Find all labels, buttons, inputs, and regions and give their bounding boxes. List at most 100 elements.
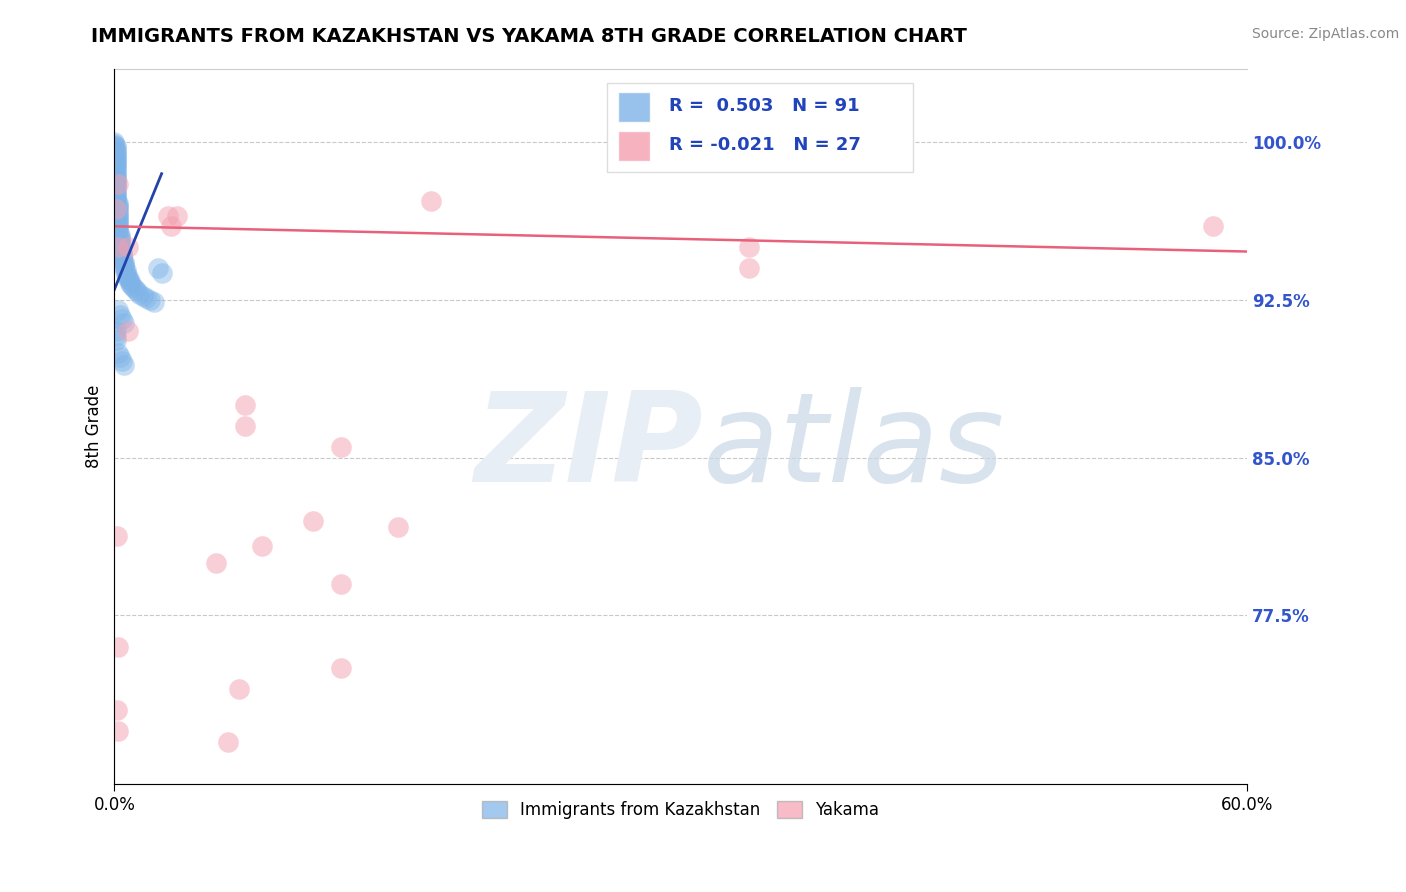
Point [107, 207, 129, 221]
Point [301, 514, 323, 528]
Point [117, 269, 139, 284]
Point [111, 251, 134, 265]
Point [108, 227, 131, 242]
Point [108, 238, 131, 252]
Point [108, 308, 131, 322]
Point [150, 266, 173, 280]
Point [105, 328, 128, 343]
Point [105, 169, 128, 183]
Point [107, 226, 129, 240]
Point [737, 240, 759, 254]
Point [108, 243, 131, 257]
Point [128, 286, 150, 301]
Point [132, 289, 155, 303]
Point [105, 145, 128, 160]
Point [104, 202, 127, 217]
Point [105, 333, 128, 347]
Point [387, 520, 409, 534]
Point [146, 261, 169, 276]
Point [111, 249, 134, 263]
Text: R = -0.021   N = 27: R = -0.021 N = 27 [669, 136, 862, 154]
Point [107, 223, 129, 237]
Point [737, 261, 759, 276]
Point [420, 194, 443, 208]
Point [233, 419, 256, 434]
Point [105, 325, 128, 339]
Point [105, 152, 128, 166]
Point [114, 263, 136, 277]
Text: ZIP: ZIP [474, 387, 703, 508]
Point [105, 173, 128, 187]
Point [124, 282, 146, 296]
Point [108, 350, 131, 364]
Point [105, 184, 128, 198]
Point [107, 202, 129, 217]
Point [105, 170, 128, 185]
Point [105, 179, 128, 194]
Point [112, 316, 135, 330]
Point [114, 268, 136, 282]
Legend: Immigrants from Kazakhstan, Yakama: Immigrants from Kazakhstan, Yakama [475, 794, 886, 825]
Point [111, 244, 134, 259]
Point [107, 200, 129, 214]
Point [105, 192, 128, 206]
Point [117, 272, 139, 286]
Point [105, 139, 128, 153]
Point [160, 219, 183, 234]
Text: Source: ZipAtlas.com: Source: ZipAtlas.com [1251, 27, 1399, 41]
Point [122, 280, 145, 294]
Point [108, 232, 131, 246]
Point [107, 213, 129, 227]
Point [107, 219, 129, 234]
Point [107, 178, 129, 192]
Point [105, 158, 128, 172]
Point [107, 345, 129, 359]
Point [135, 291, 157, 305]
Point [118, 276, 141, 290]
Point [108, 234, 131, 248]
Point [233, 398, 256, 412]
Point [105, 154, 128, 169]
Point [105, 175, 128, 189]
Point [108, 240, 131, 254]
Point [105, 178, 128, 192]
Point [107, 221, 129, 235]
Point [105, 703, 128, 717]
Point [1202, 219, 1225, 234]
Point [105, 194, 128, 208]
Point [217, 734, 239, 748]
Point [105, 181, 128, 195]
Point [228, 682, 250, 697]
Point [143, 295, 166, 310]
Point [111, 246, 134, 260]
Point [103, 139, 125, 153]
Point [112, 255, 135, 269]
Y-axis label: 8th Grade: 8th Grade [86, 384, 103, 467]
Point [107, 204, 129, 219]
Point [107, 209, 129, 223]
Point [103, 135, 125, 149]
Text: IMMIGRANTS FROM KAZAKHSTAN VS YAKAMA 8TH GRADE CORRELATION CHART: IMMIGRANTS FROM KAZAKHSTAN VS YAKAMA 8TH… [91, 27, 967, 45]
Point [112, 261, 135, 276]
Point [112, 259, 135, 273]
Point [105, 167, 128, 181]
Point [108, 229, 131, 244]
Point [105, 190, 128, 204]
Point [105, 144, 128, 158]
Point [250, 539, 273, 553]
Point [105, 528, 128, 542]
Text: R =  0.503   N = 91: R = 0.503 N = 91 [669, 97, 860, 115]
FancyBboxPatch shape [607, 83, 912, 172]
Point [105, 141, 128, 155]
Point [118, 274, 141, 288]
Point [107, 196, 129, 211]
Point [105, 148, 128, 162]
Point [107, 240, 129, 254]
Point [111, 252, 134, 267]
Point [107, 640, 129, 654]
Point [111, 354, 134, 368]
Point [105, 156, 128, 170]
Point [117, 240, 139, 254]
Point [112, 257, 135, 271]
Point [156, 209, 179, 223]
